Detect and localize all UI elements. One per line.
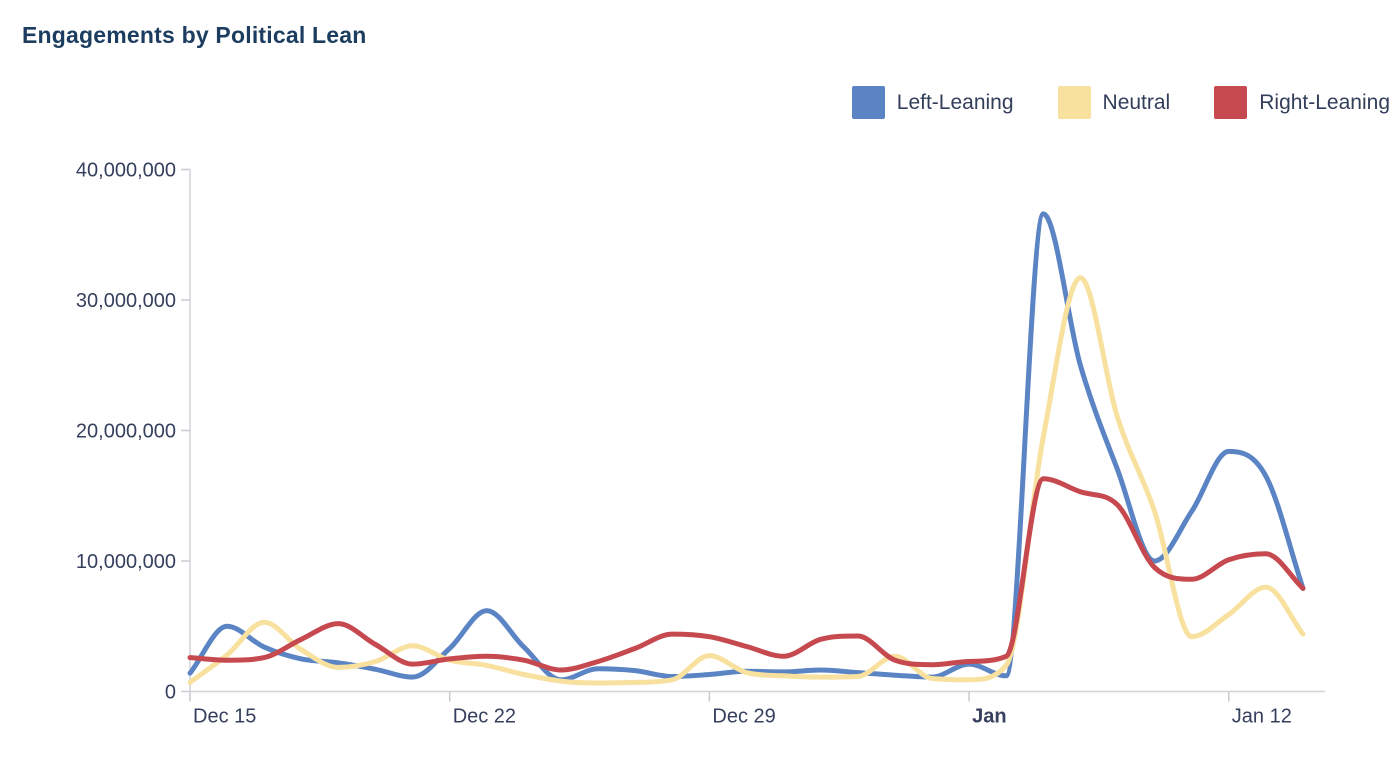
chart-title: Engagements by Political Lean [22,22,367,48]
axes [189,169,1325,693]
y-axis-label: 10,000,000 [76,551,176,573]
x-axis-label: Dec 22 [453,706,516,728]
left-leaning-swatch-icon [851,86,885,119]
chart-legend: Left-Leaning Neutral Right-Leaning [851,86,1390,119]
x-axis-label: Jan [972,706,1006,728]
x-axis-label: Dec 15 [193,706,256,728]
series-line-neutral [187,275,1306,686]
legend-label-left-leaning: Left-Leaning [896,90,1014,114]
legend-label-neutral: Neutral [1102,90,1171,114]
series-line-left-leaning [187,211,1306,683]
right-leaning-swatch-icon [1214,86,1248,119]
x-axis: Dec 15 Dec 22 Dec 29 Jan Jan 12 [189,692,1292,728]
legend-item-left-leaning[interactable]: Left-Leaning [851,86,1014,119]
x-axis-label: Dec 29 [712,706,775,728]
y-axis-label: 40,000,000 [76,160,176,182]
y-axis-label: 20,000,000 [76,421,176,443]
neutral-swatch-icon [1057,86,1091,119]
x-axis-label: Jan 12 [1232,706,1292,728]
y-axis: 0 10,000,000 20,000,000 30,000,000 40,000,00… [76,160,190,704]
legend-item-right-leaning[interactable]: Right-Leaning [1214,86,1390,119]
y-axis-label: 30,000,000 [76,290,176,312]
legend-item-neutral[interactable]: Neutral [1057,86,1171,119]
series-line-right-leaning [187,476,1306,673]
y-axis-label: 0 [165,682,176,704]
legend-label-right-leaning: Right-Leaning [1259,90,1390,114]
